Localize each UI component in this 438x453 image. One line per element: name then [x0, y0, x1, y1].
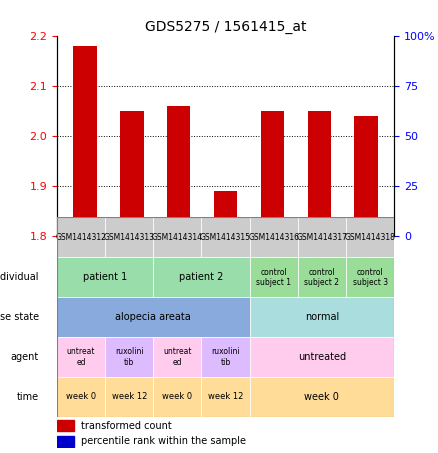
FancyBboxPatch shape — [57, 377, 105, 417]
Text: week 0: week 0 — [304, 392, 339, 402]
Bar — [120, 233, 144, 236]
Text: untreat
ed: untreat ed — [67, 347, 95, 366]
FancyBboxPatch shape — [153, 217, 201, 257]
Title: GDS5275 / 1561415_at: GDS5275 / 1561415_at — [145, 20, 306, 34]
Text: control
subject 1: control subject 1 — [256, 268, 291, 287]
Text: week 0: week 0 — [66, 392, 96, 401]
Text: week 12: week 12 — [112, 392, 147, 401]
FancyBboxPatch shape — [250, 297, 394, 337]
Text: patient 1: patient 1 — [83, 272, 127, 282]
Text: percentile rank within the sample: percentile rank within the sample — [81, 437, 246, 447]
Text: control
subject 3: control subject 3 — [353, 268, 388, 287]
Text: GSM1414313: GSM1414313 — [104, 233, 155, 242]
FancyBboxPatch shape — [57, 297, 250, 337]
Text: agent: agent — [11, 352, 39, 362]
FancyBboxPatch shape — [201, 337, 250, 377]
Bar — [57, 436, 74, 447]
Text: GSM1414312: GSM1414312 — [56, 233, 106, 242]
Text: GSM1414318: GSM1414318 — [345, 233, 396, 242]
Bar — [167, 106, 191, 236]
Bar — [307, 233, 331, 236]
Text: individual: individual — [0, 272, 39, 282]
Bar — [354, 116, 378, 236]
FancyBboxPatch shape — [250, 377, 394, 417]
FancyBboxPatch shape — [57, 257, 153, 297]
FancyBboxPatch shape — [201, 377, 250, 417]
FancyBboxPatch shape — [57, 217, 105, 257]
Text: GSM1414316: GSM1414316 — [248, 233, 299, 242]
FancyBboxPatch shape — [57, 337, 105, 377]
FancyBboxPatch shape — [105, 217, 153, 257]
Text: GSM1414314: GSM1414314 — [152, 233, 203, 242]
FancyBboxPatch shape — [153, 337, 201, 377]
Text: disease state: disease state — [0, 312, 39, 322]
FancyBboxPatch shape — [250, 257, 298, 297]
Bar — [214, 191, 237, 236]
FancyBboxPatch shape — [346, 257, 394, 297]
Text: GSM1414317: GSM1414317 — [297, 233, 347, 242]
Text: normal: normal — [305, 312, 339, 322]
Bar — [354, 233, 378, 236]
FancyBboxPatch shape — [105, 377, 153, 417]
Bar — [73, 233, 97, 236]
Text: week 12: week 12 — [208, 392, 243, 401]
FancyBboxPatch shape — [250, 337, 394, 377]
FancyBboxPatch shape — [201, 217, 250, 257]
Bar — [214, 233, 237, 236]
FancyBboxPatch shape — [250, 217, 298, 257]
FancyBboxPatch shape — [346, 217, 394, 257]
Bar — [73, 46, 97, 236]
Text: transformed count: transformed count — [81, 421, 171, 431]
FancyBboxPatch shape — [298, 217, 346, 257]
Text: ruxolini
tib: ruxolini tib — [115, 347, 144, 366]
Text: untreated: untreated — [298, 352, 346, 362]
FancyBboxPatch shape — [298, 257, 346, 297]
FancyBboxPatch shape — [105, 337, 153, 377]
Bar — [57, 420, 74, 431]
FancyBboxPatch shape — [153, 257, 250, 297]
Bar — [261, 233, 284, 236]
Text: patient 2: patient 2 — [179, 272, 224, 282]
Bar — [261, 111, 284, 236]
Bar — [167, 233, 191, 236]
Text: alopecia areata: alopecia areata — [116, 312, 191, 322]
Bar — [307, 111, 331, 236]
FancyBboxPatch shape — [153, 377, 201, 417]
Text: control
subject 2: control subject 2 — [304, 268, 339, 287]
Text: week 0: week 0 — [162, 392, 192, 401]
Text: ruxolini
tib: ruxolini tib — [211, 347, 240, 366]
Text: time: time — [17, 392, 39, 402]
Text: untreat
ed: untreat ed — [163, 347, 192, 366]
Bar — [120, 111, 144, 236]
Text: GSM1414315: GSM1414315 — [200, 233, 251, 242]
